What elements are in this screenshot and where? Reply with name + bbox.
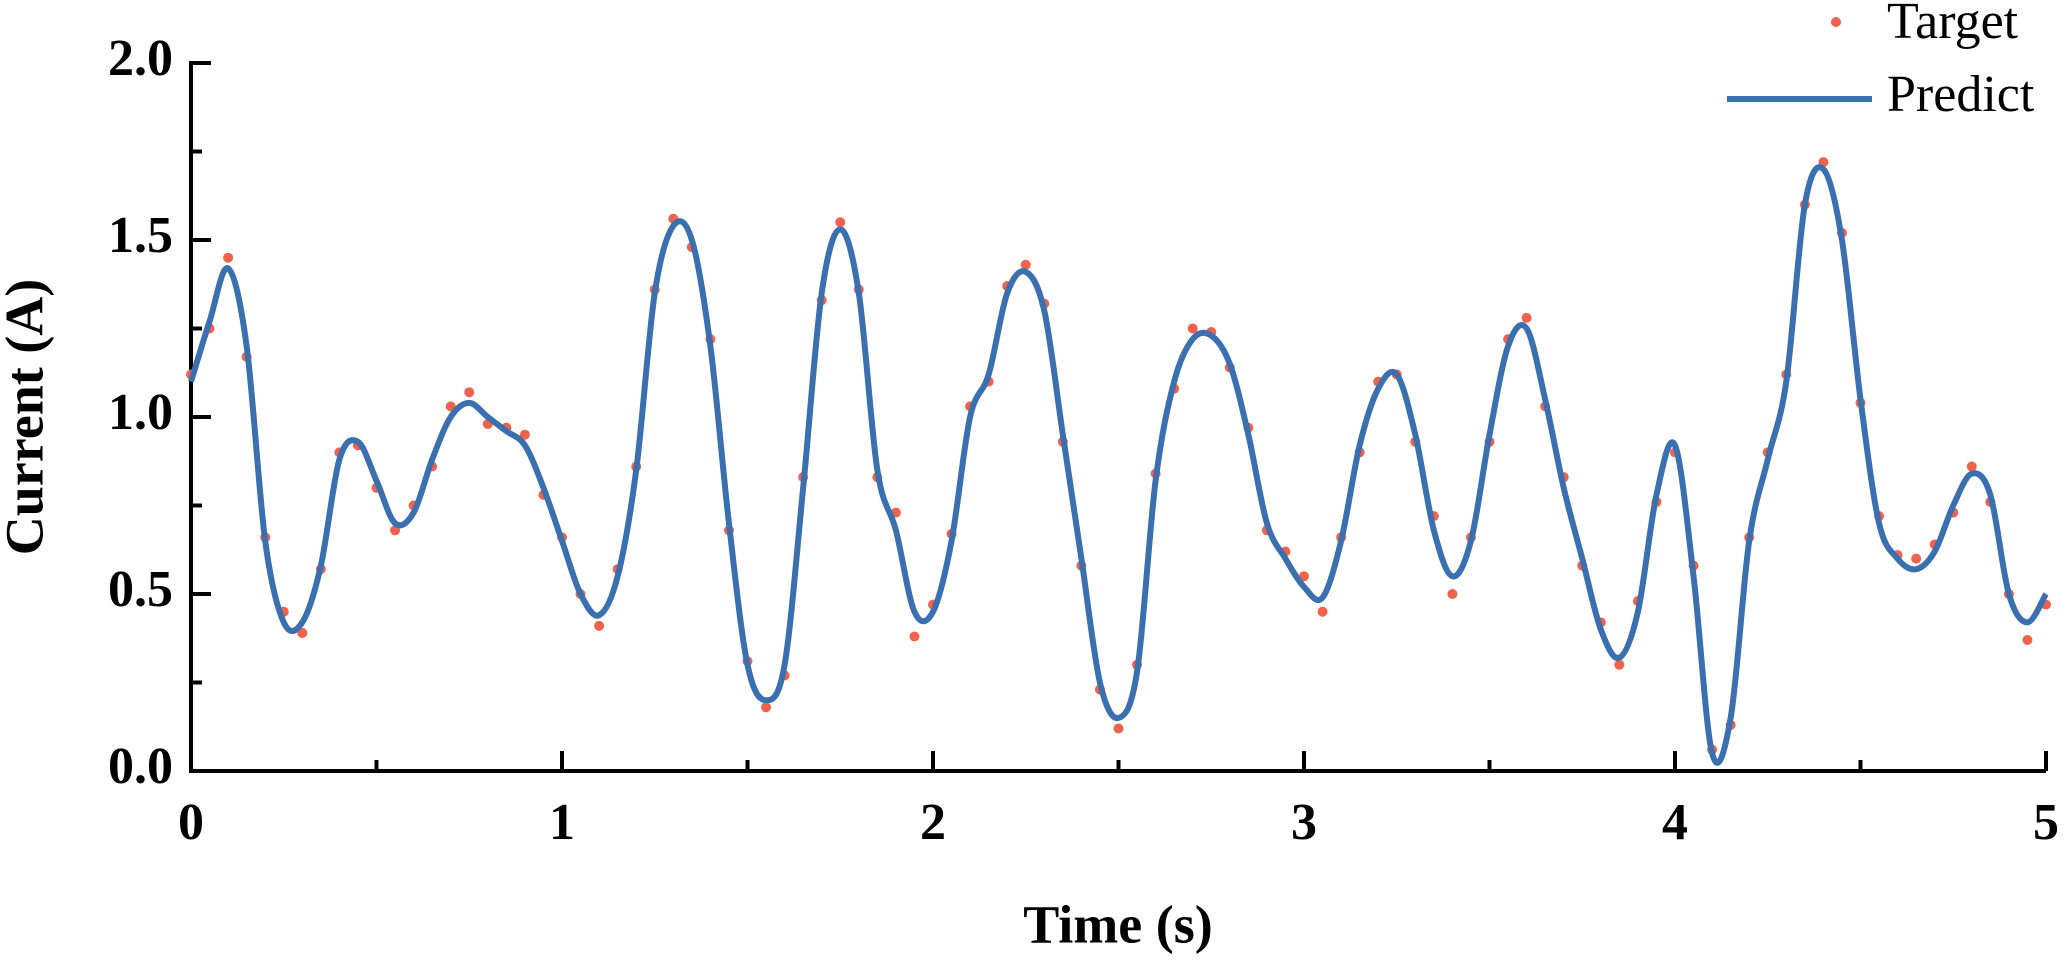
target-point [1317,606,1328,617]
target-point [1966,461,1977,472]
target-point [1299,571,1309,582]
legend-label: Target [1887,0,2019,50]
target-point [835,217,846,228]
y-tick-label: 1.0 [108,384,173,441]
x-axis-label: Time (s) [1023,894,1212,954]
target-point [519,429,530,440]
y-tick-label: 2.0 [108,30,173,87]
target-point [2022,635,2033,646]
y-tick-label: 1.5 [108,207,173,264]
x-tick-label: 3 [1291,794,1317,851]
target-point [594,620,605,631]
target-point [1113,723,1124,734]
x-tick-label: 0 [178,794,204,851]
target-point [1447,589,1458,599]
x-tick-label: 5 [2033,794,2059,851]
target-point [1020,259,1031,270]
x-tick-label: 4 [1662,794,1688,851]
target-point [1521,312,1532,323]
target-point [1187,323,1198,334]
x-tick-label: 1 [549,794,575,851]
target-point [761,702,772,713]
target-point [1614,659,1625,670]
predict-line [188,164,2049,766]
y-axis-label: Current (A) [0,279,54,555]
x-tick-label: 2 [920,794,946,851]
y-tick-label: 0.0 [108,738,173,795]
target-point [464,387,475,398]
y-tick-label: 0.5 [108,561,173,618]
target-point [909,631,920,642]
target-point [223,252,234,263]
target-point [1911,553,1922,564]
target-point [297,627,308,638]
legend-marker [1831,17,1841,27]
legend-label: Predict [1887,66,2035,123]
